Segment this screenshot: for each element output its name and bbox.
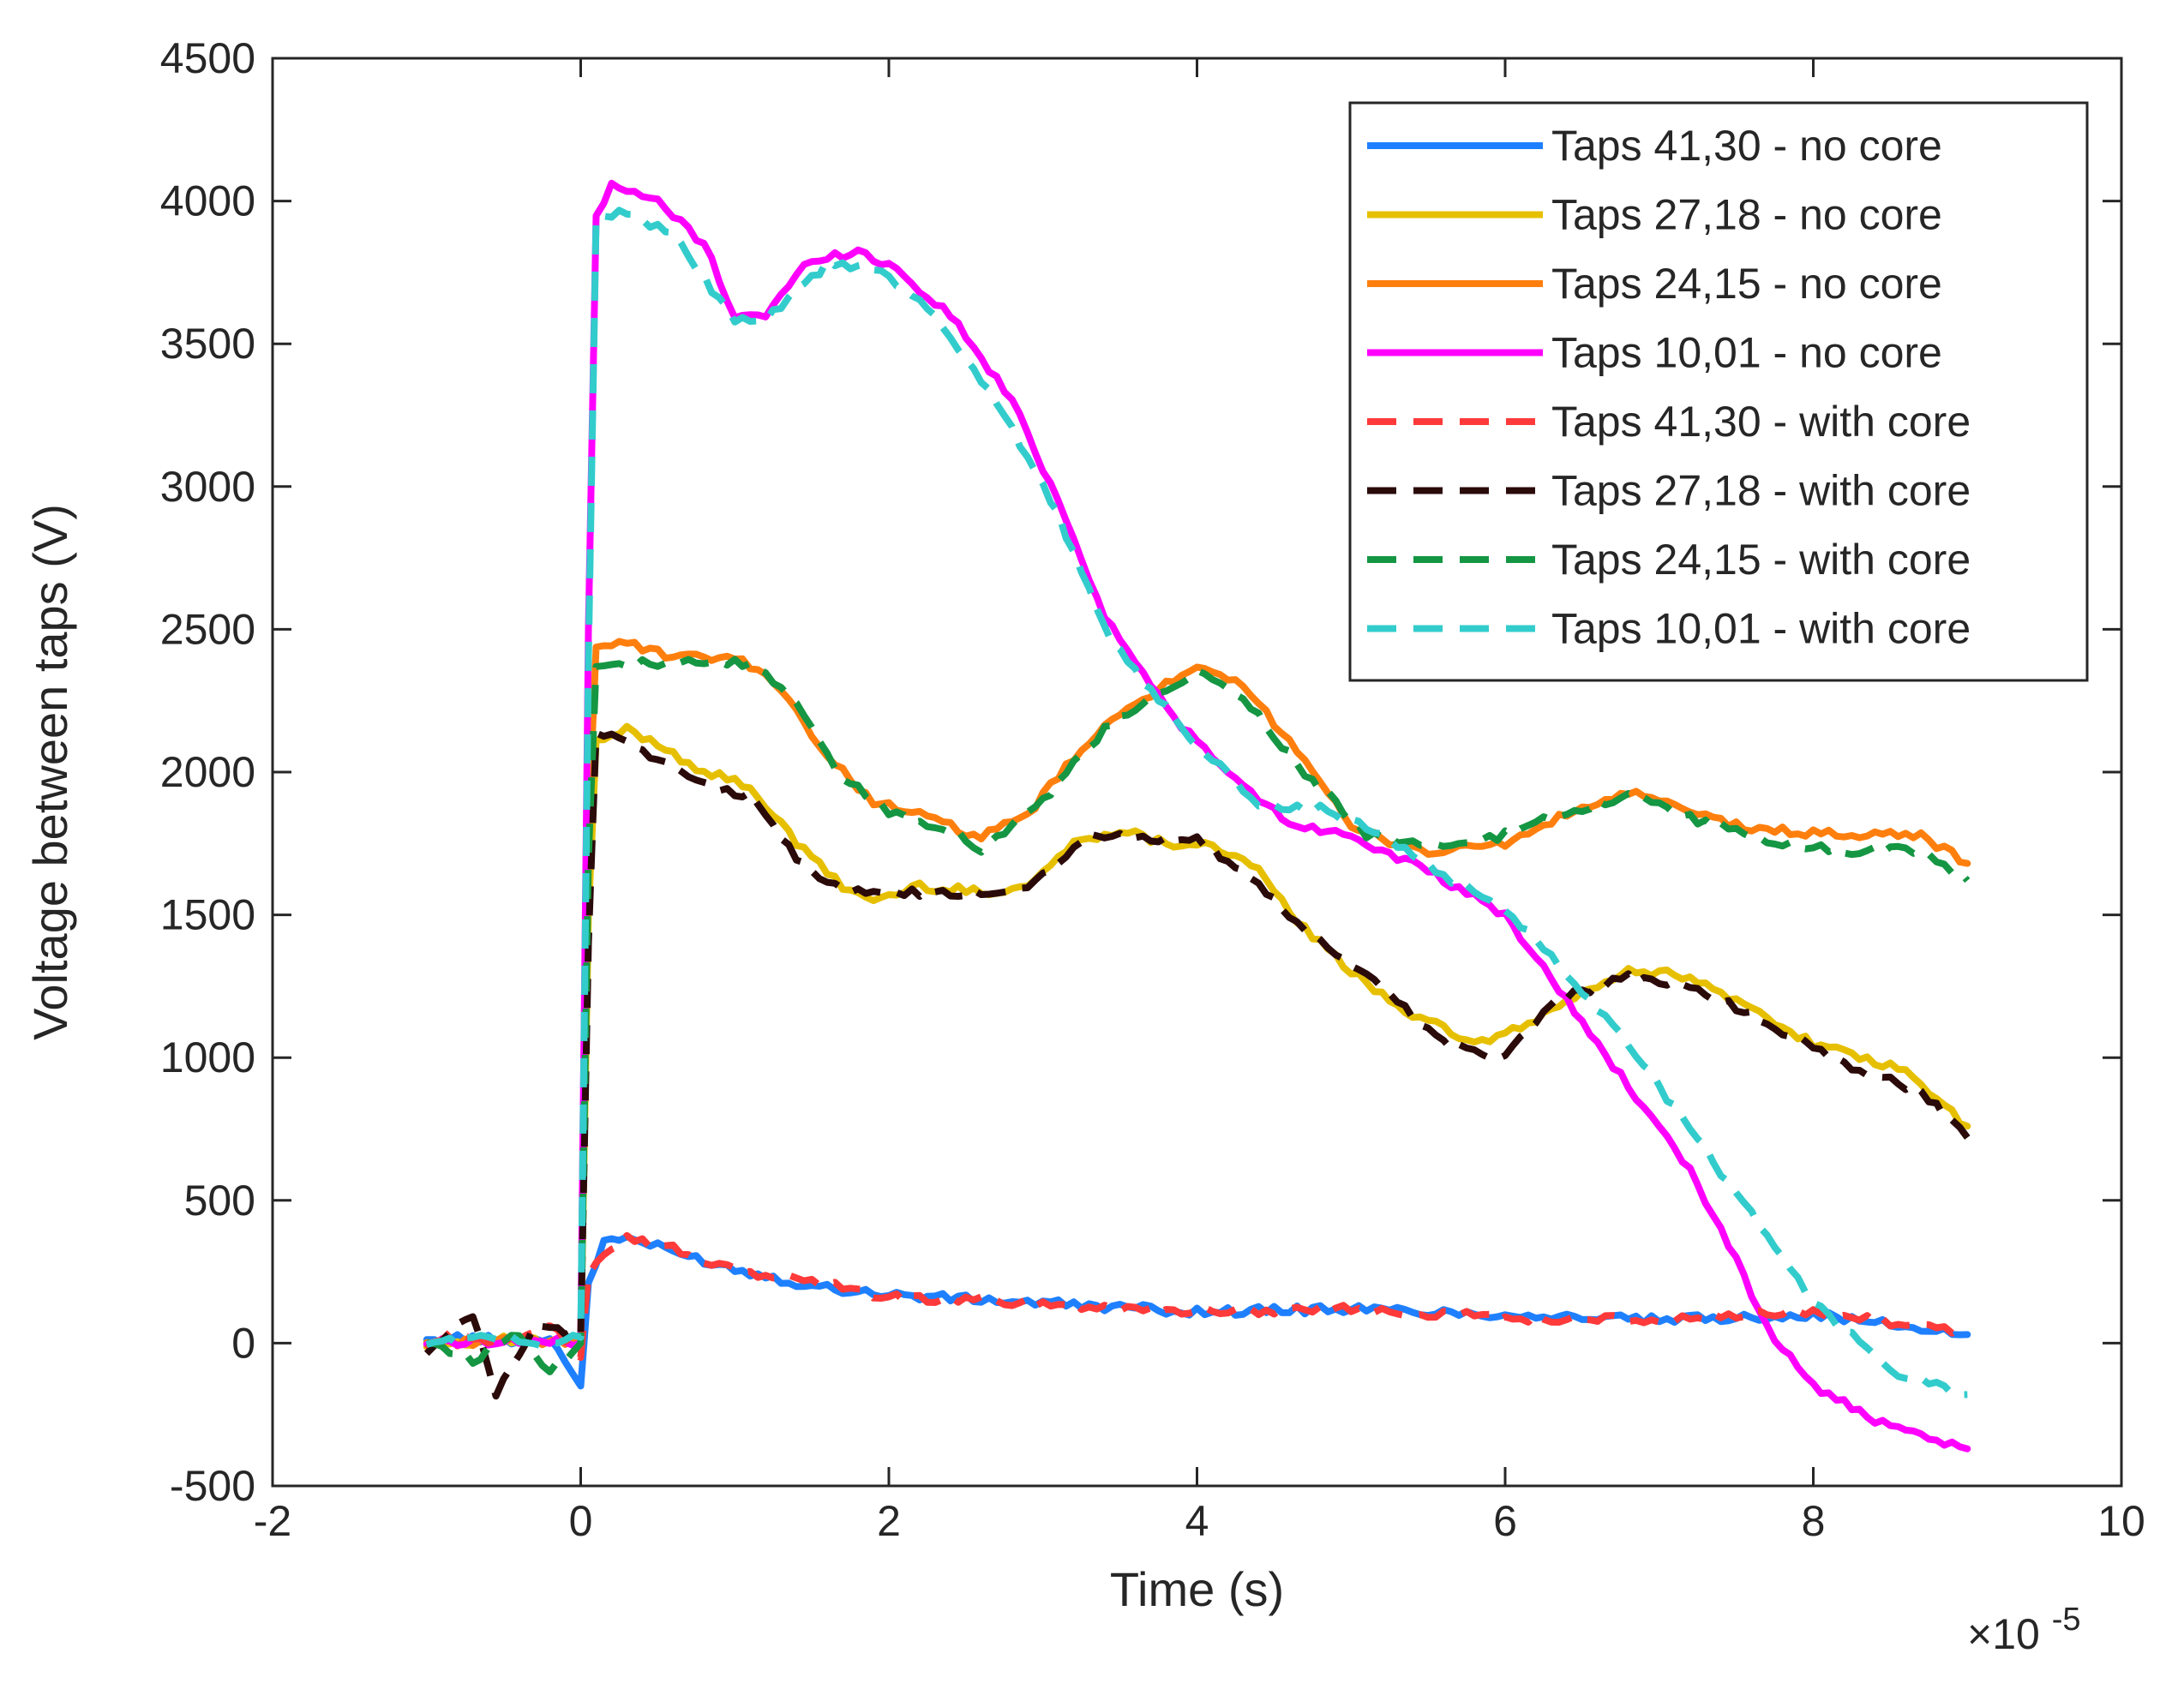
x-tick-label: 6 bbox=[1493, 1497, 1517, 1545]
y-tick-label: 2000 bbox=[160, 748, 255, 796]
x-tick-label: 4 bbox=[1185, 1497, 1209, 1545]
y-tick-label: 1500 bbox=[160, 891, 255, 939]
legend-label: Taps 27,18 - with core bbox=[1551, 467, 1971, 515]
series-line bbox=[425, 207, 1968, 1399]
y-tick-label: -500 bbox=[170, 1462, 255, 1510]
legend-label: Taps 41,30 - with core bbox=[1551, 398, 1971, 446]
series-line bbox=[423, 722, 1971, 1351]
y-tick-label: 500 bbox=[184, 1177, 255, 1225]
x-axis-multiplier-base: ×10 bbox=[1967, 1610, 2040, 1658]
x-axis-multiplier: ×10 -5 bbox=[1967, 1602, 2081, 1658]
x-tick-label: -2 bbox=[254, 1497, 291, 1545]
legend-label: Taps 10,01 - with core bbox=[1551, 605, 1971, 653]
legend-label: Taps 24,15 - with core bbox=[1551, 536, 1971, 584]
y-tick-label: 0 bbox=[231, 1319, 255, 1367]
legend-label: Taps 10,01 - no core bbox=[1551, 329, 1942, 377]
x-tick-label: 0 bbox=[569, 1497, 593, 1545]
x-tick-label: 10 bbox=[2097, 1497, 2145, 1545]
x-axis-label: Time (s) bbox=[1110, 1562, 1284, 1616]
y-tick-label: 3500 bbox=[160, 320, 255, 368]
series-line bbox=[423, 638, 1971, 1350]
legend-label: Taps 41,30 - no core bbox=[1551, 122, 1942, 170]
x-axis-multiplier-exponent: -5 bbox=[2052, 1602, 2081, 1638]
series-line bbox=[423, 179, 1971, 1452]
ticks-layer: -2 0 2 4 6 8 10 -500 0 500 1000 1500 2000 2500 3000 350… bbox=[160, 34, 2145, 1545]
series-line bbox=[424, 1231, 1969, 1362]
y-tick-label: 2500 bbox=[160, 605, 255, 653]
legend-label: Taps 27,18 - no core bbox=[1551, 191, 1942, 239]
y-tick-label: 1000 bbox=[160, 1033, 255, 1081]
y-tick-label: 4500 bbox=[160, 34, 255, 82]
series-layer bbox=[423, 179, 1971, 1452]
y-axis-label: Voltage between taps (V) bbox=[23, 504, 77, 1040]
x-tick-label: 2 bbox=[877, 1497, 901, 1545]
x-tick-label: 8 bbox=[1802, 1497, 1826, 1545]
legend-label: Taps 24,15 - no core bbox=[1551, 260, 1942, 308]
series-line bbox=[423, 729, 1971, 1400]
legend: Taps 41,30 - no core Taps 27,18 - no core… bbox=[1348, 101, 2089, 682]
plot-frame bbox=[271, 57, 2123, 1488]
y-tick-label: 4000 bbox=[160, 177, 255, 225]
y-tick-label: 3000 bbox=[160, 463, 255, 511]
legend-box bbox=[1348, 101, 2089, 682]
